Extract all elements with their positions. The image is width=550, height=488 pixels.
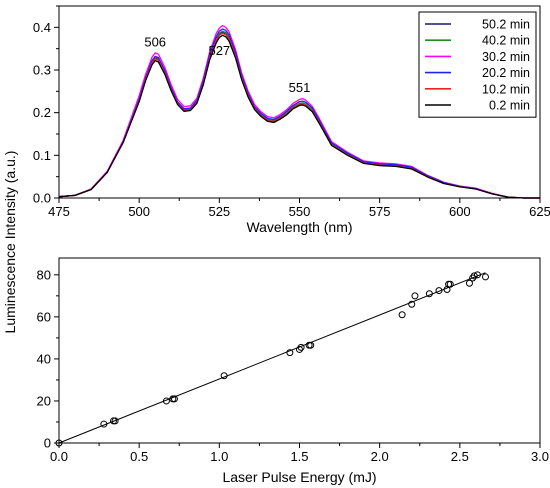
- legend-label-3: 20.2 min: [482, 66, 530, 80]
- spectrum-x-axis-label: Wavelength (nm): [246, 219, 352, 235]
- x-tick-label: 1.5: [290, 449, 308, 464]
- x-tick-label: 575: [369, 204, 391, 219]
- legend-label-2: 30.2 min: [482, 50, 530, 64]
- y-tick-label: 0: [44, 436, 51, 451]
- data-point-7: [220, 372, 228, 380]
- data-point-4: [162, 397, 170, 405]
- spectrum-series-group: [58, 24, 540, 199]
- legend-label-4: 10.2 min: [482, 82, 530, 96]
- y-tick-label: 0.1: [33, 148, 51, 163]
- y-tick-label: 0.2: [33, 105, 51, 120]
- x-tick-label: 2.5: [451, 449, 469, 464]
- x-tick-label: 3.0: [531, 449, 549, 464]
- data-point-6: [170, 395, 178, 403]
- data-point-10: [297, 343, 305, 351]
- spectrum-axis-ticks: 475 500 525 550 575 600 625 0.0 0.1 0.2 0.3 0.4: [33, 5, 550, 219]
- spectrum-legend: 50.2 min 40.2 min 30.2 min 20.2 min 10.2 min…: [418, 11, 537, 118]
- data-point-23: [470, 272, 478, 280]
- y-tick-label: 0.0: [33, 191, 51, 206]
- data-point-12: [307, 341, 315, 349]
- y-tick-label: 80: [37, 267, 51, 282]
- data-point-16: [425, 290, 433, 298]
- legend-label-5: 0.2 min: [489, 99, 530, 113]
- x-tick-label: 475: [48, 204, 70, 219]
- x-tick-label: 550: [289, 204, 311, 219]
- scatter-points: [55, 271, 489, 447]
- peak-label-1: 527: [208, 43, 230, 58]
- data-point-25: [481, 273, 489, 281]
- data-point-15: [411, 292, 419, 300]
- x-tick-label: 500: [128, 204, 150, 219]
- y-tick-label: 60: [37, 309, 51, 324]
- series-line-5: [58, 34, 540, 199]
- data-point-9: [296, 345, 303, 353]
- energy-scatter-chart: 0.0 0.5 1.0 1.5 2.0 2.5 3.0 0 20 40 60 80 Laser Pul…: [37, 257, 550, 485]
- y-tick-label: 0.4: [33, 20, 51, 35]
- series-line-3: [58, 28, 540, 199]
- y-tick-label: 0.3: [33, 63, 51, 78]
- data-point-24: [473, 271, 481, 279]
- peak-label-2: 551: [289, 80, 311, 95]
- data-point-14: [408, 300, 416, 308]
- data-point-8: [286, 349, 294, 357]
- x-tick-label: 0.5: [130, 449, 148, 464]
- x-tick-label: 600: [449, 204, 471, 219]
- y-tick-label: 20: [37, 393, 51, 408]
- scatter-x-axis-label: Laser Pulse Energy (mJ): [222, 469, 376, 485]
- legend-box: [418, 11, 537, 118]
- data-point-21: [465, 279, 473, 287]
- x-tick-label: 1.0: [210, 449, 228, 464]
- x-tick-label: 525: [208, 204, 230, 219]
- legend-label-0: 50.2 min: [482, 18, 530, 32]
- series-line-2: [58, 24, 540, 199]
- linear-fit-line: [58, 272, 486, 444]
- legend-label-1: 40.2 min: [482, 34, 530, 48]
- data-point-20: [446, 280, 454, 288]
- peak-label-0: 506: [144, 35, 166, 50]
- x-tick-label: 2.0: [371, 449, 389, 464]
- data-point-13: [398, 311, 406, 319]
- x-tick-label: 625: [529, 204, 550, 219]
- data-point-3: [111, 417, 119, 425]
- data-point-22: [469, 274, 477, 282]
- data-point-1: [100, 420, 108, 428]
- luminescence-y-axis-label: Luminescence Intensity (a.u.): [2, 151, 18, 334]
- x-tick-label: 0.0: [50, 449, 68, 464]
- scatter-axis-ticks: 0.0 0.5 1.0 1.5 2.0 2.5 3.0 0 20 40 60 80: [37, 267, 550, 464]
- data-point-17: [435, 287, 443, 295]
- y-tick-label: 40: [37, 351, 51, 366]
- spectrum-chart: 506 527 551 475 500 525 550 575 600 625 0.0 0.1 0.2…: [33, 5, 550, 235]
- peak-annotations: 506 527 551: [144, 35, 310, 96]
